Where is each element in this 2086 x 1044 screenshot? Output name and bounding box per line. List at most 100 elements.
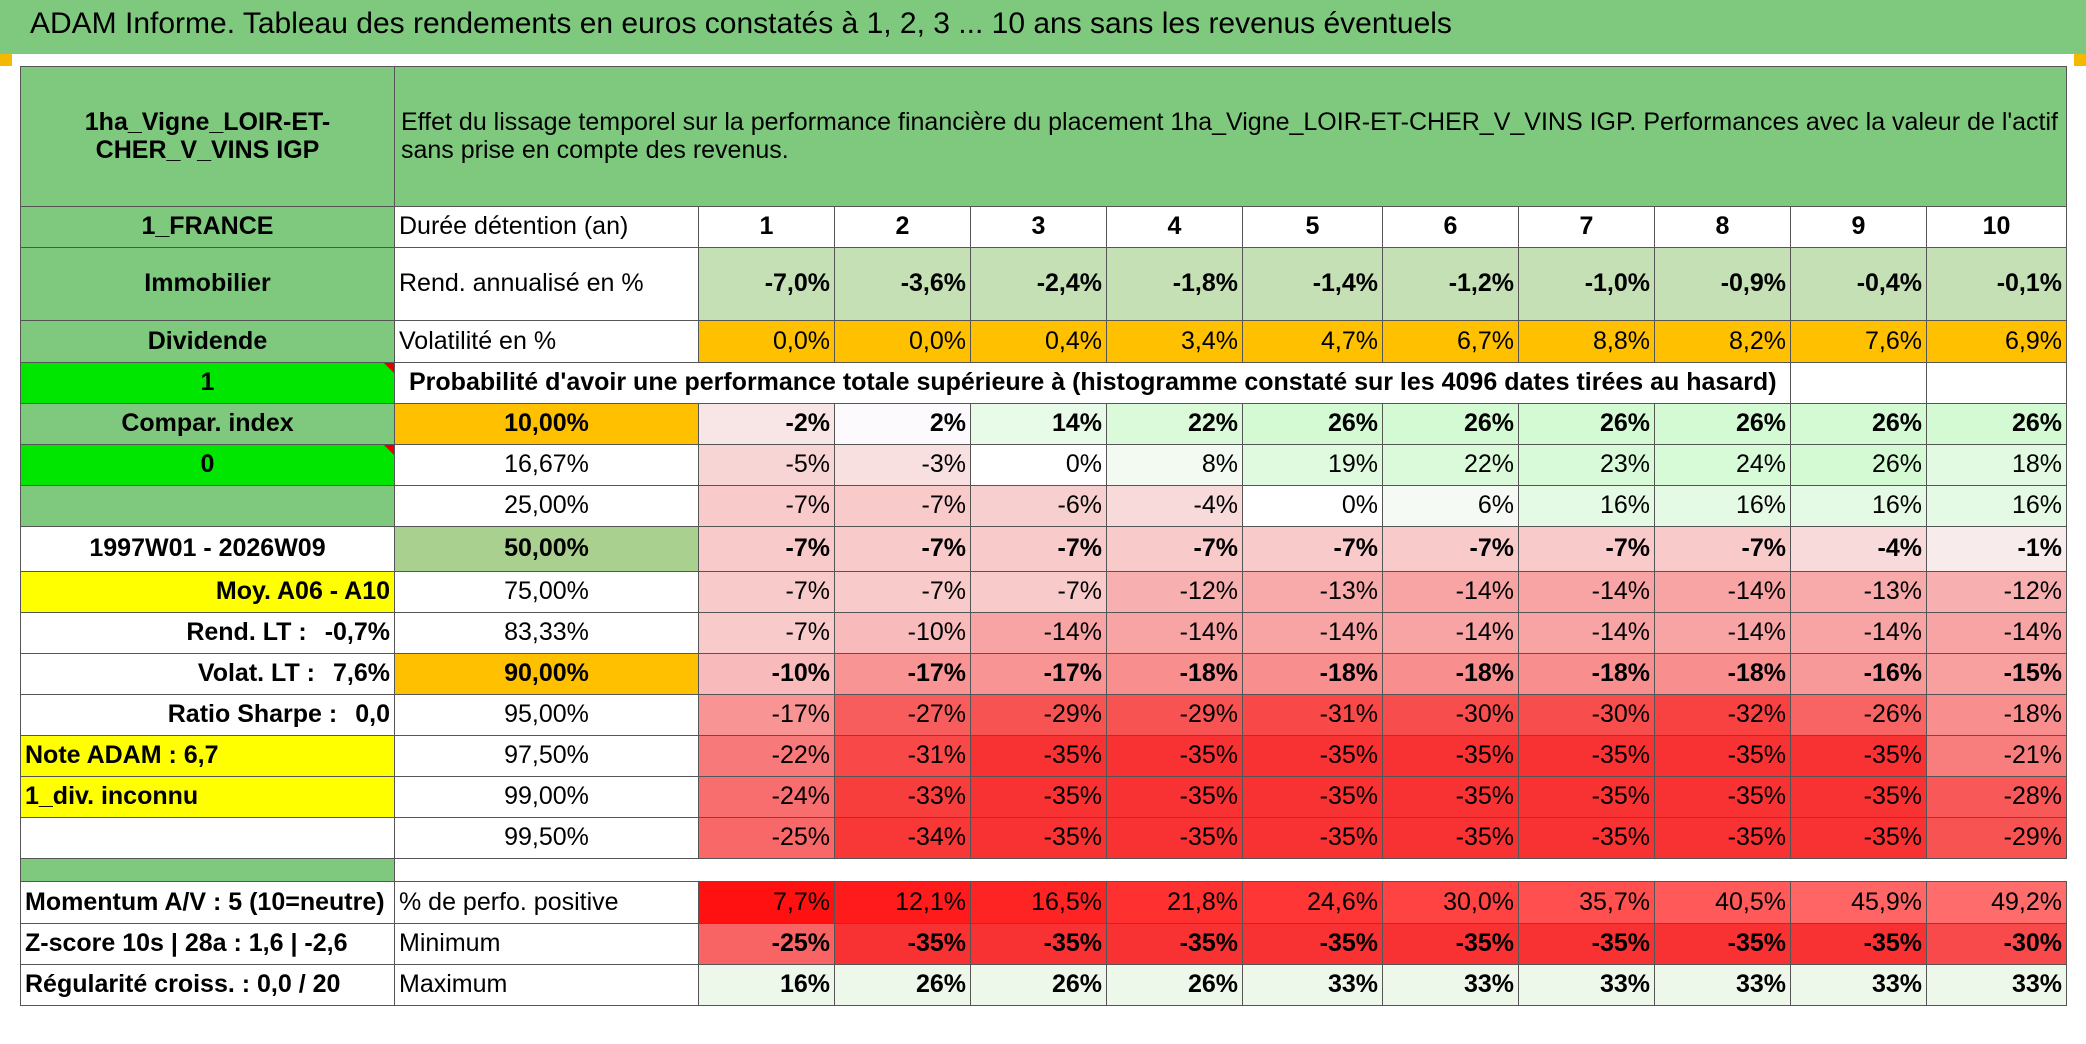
year-cell: 6 — [1382, 206, 1519, 248]
rend-lt-label-value: -0,7% — [324, 618, 390, 647]
rend-cell: -7,0% — [698, 247, 835, 321]
proba-cell: -25% — [698, 817, 835, 859]
proba-cell: -27% — [834, 694, 971, 736]
proba-cell: 6% — [1382, 485, 1519, 527]
rend-cell: -0,4% — [1790, 247, 1927, 321]
rend-cell: -1,8% — [1106, 247, 1243, 321]
proba-cell: -7% — [834, 485, 971, 527]
minimum-cell: -35% — [1106, 923, 1243, 965]
proba-threshold: 50,00% — [394, 526, 699, 572]
proba-cell: -15% — [1926, 653, 2067, 695]
proba-cell: 19% — [1242, 444, 1383, 486]
proba-cell: -7% — [1654, 526, 1791, 572]
rend-cell: -3,6% — [834, 247, 971, 321]
proba-cell: -24% — [698, 776, 835, 818]
proba-cell: -35% — [1790, 817, 1927, 859]
proba-threshold: 25,00% — [394, 485, 699, 527]
proba-cell: -29% — [1926, 817, 2067, 859]
proba-threshold: 99,00% — [394, 776, 699, 818]
proba-cell: -17% — [834, 653, 971, 695]
proba-cell: 18% — [1926, 444, 2067, 486]
rend-cell: -1,4% — [1242, 247, 1383, 321]
flag2-cell: 0 — [20, 444, 395, 486]
proba-cell: 14% — [970, 403, 1107, 445]
income-type-label: Dividende — [20, 320, 395, 363]
maximum-row: Régularité croiss. : 0,0 / 20 Maximum 16… — [20, 964, 2067, 1006]
proba-cell: -7% — [834, 526, 971, 572]
year-cell: 4 — [1106, 206, 1243, 248]
proba-row: Volat. LT :7,6% 90,00% -10% -17% -17% -18% -18… — [20, 653, 2067, 695]
proba-cell: -7% — [698, 571, 835, 613]
vol-cell: 4,7% — [1242, 320, 1383, 363]
proba-cell: -7% — [698, 526, 835, 572]
year-cell: 9 — [1790, 206, 1927, 248]
vol-cell: 6,9% — [1926, 320, 2067, 363]
proba-cell: -35% — [1106, 735, 1243, 777]
proba-cell: -31% — [834, 735, 971, 777]
proba-row: Rend. LT : -0,7% 83,33% -7% -10% -14% -14% -14%… — [20, 612, 2067, 654]
perfo-pos-cell: 7,7% — [698, 881, 835, 924]
proba-row: 0 16,67% -5% -3% 0% 8% 19% 22% 23% 24% 26% 18% — [20, 444, 2067, 486]
proba-cell: 16% — [1518, 485, 1655, 527]
proba-cell: -14% — [1242, 612, 1383, 654]
proba-cell: -10% — [698, 653, 835, 695]
rend-cell: -0,9% — [1654, 247, 1791, 321]
proba-cell: -18% — [1654, 653, 1791, 695]
proba-cell: -35% — [1106, 817, 1243, 859]
proba-cell: 26% — [1654, 403, 1791, 445]
proba-cell: -14% — [1382, 612, 1519, 654]
proba-cell: -6% — [970, 485, 1107, 527]
perfo-pos-cell: 45,9% — [1790, 881, 1927, 924]
proba-cell: -7% — [698, 612, 835, 654]
period-label: 1997W01 - 2026W09 — [20, 526, 395, 572]
proba-cell: 0% — [1242, 485, 1383, 527]
proba-cell: 26% — [1382, 403, 1519, 445]
proba-cell: 16% — [1790, 485, 1927, 527]
year-cell: 3 — [970, 206, 1107, 248]
proba-title-row: 1 Probabilité d'avoir une performance to… — [20, 362, 2067, 404]
momentum-label: Momentum A/V : 5 (10=neutre) — [20, 881, 395, 924]
proba-cell: -14% — [1926, 612, 2067, 654]
maximum-cell: 33% — [1518, 964, 1655, 1006]
proba-cell: -29% — [970, 694, 1107, 736]
zscore-label: Z-score 10s | 28a : 1,6 | -2,6 — [20, 923, 395, 965]
maximum-cell: 33% — [1654, 964, 1791, 1006]
vol-cell: 8,8% — [1518, 320, 1655, 363]
rend-lt-label: Rend. LT : -0,7% — [20, 612, 395, 654]
volat-lt-label: Volat. LT : 7,6% — [20, 653, 395, 695]
proba-cell: -3% — [834, 444, 971, 486]
proba-cell: -7% — [970, 526, 1107, 572]
proba-row: Compar. index 10,00% -2% 2% 14% 22% 26% 26% 26% 2… — [20, 403, 2067, 445]
proba-cell: -35% — [1242, 735, 1383, 777]
empty-cell — [1790, 362, 1927, 404]
year-cell: 10 — [1926, 206, 2067, 248]
proba-cell: -35% — [1790, 776, 1927, 818]
year-cell: 5 — [1242, 206, 1383, 248]
proba-threshold: 16,67% — [394, 444, 699, 486]
proba-cell: -35% — [1382, 776, 1519, 818]
proba-cell: 8% — [1106, 444, 1243, 486]
page-title: ADAM Informe. Tableau des rendements en … — [30, 7, 1452, 40]
vol-cell: 0,0% — [834, 320, 971, 363]
maximum-cell: 26% — [1106, 964, 1243, 1006]
proba-cell: -31% — [1242, 694, 1383, 736]
vol-cell: 3,4% — [1106, 320, 1243, 363]
rend-cell: -1,0% — [1518, 247, 1655, 321]
proba-cell: -26% — [1790, 694, 1927, 736]
rend-cell: -1,2% — [1382, 247, 1519, 321]
rend-label: Rend. annualisé en % — [394, 247, 699, 321]
proba-cell: -16% — [1790, 653, 1927, 695]
proba-row: Moy. A06 - A10 75,00% -7% -7% -7% -12% -13% -14… — [20, 571, 2067, 613]
proba-cell: -12% — [1926, 571, 2067, 613]
minimum-label: Minimum — [394, 923, 699, 965]
proba-cell: -35% — [1654, 776, 1791, 818]
rend-row: Immobilier Rend. annualisé en % -7,0% -3… — [20, 247, 2067, 321]
proba-cell: -30% — [1518, 694, 1655, 736]
country-label: 1_FRANCE — [20, 206, 395, 248]
category-label: Immobilier — [20, 247, 395, 321]
proba-cell: 26% — [1790, 444, 1927, 486]
proba-cell: -17% — [970, 653, 1107, 695]
perfo-pos-label: % de perfo. positive — [394, 881, 699, 924]
sharpe-label-text: Ratio Sharpe : — [167, 700, 338, 729]
proba-cell: 26% — [1926, 403, 2067, 445]
